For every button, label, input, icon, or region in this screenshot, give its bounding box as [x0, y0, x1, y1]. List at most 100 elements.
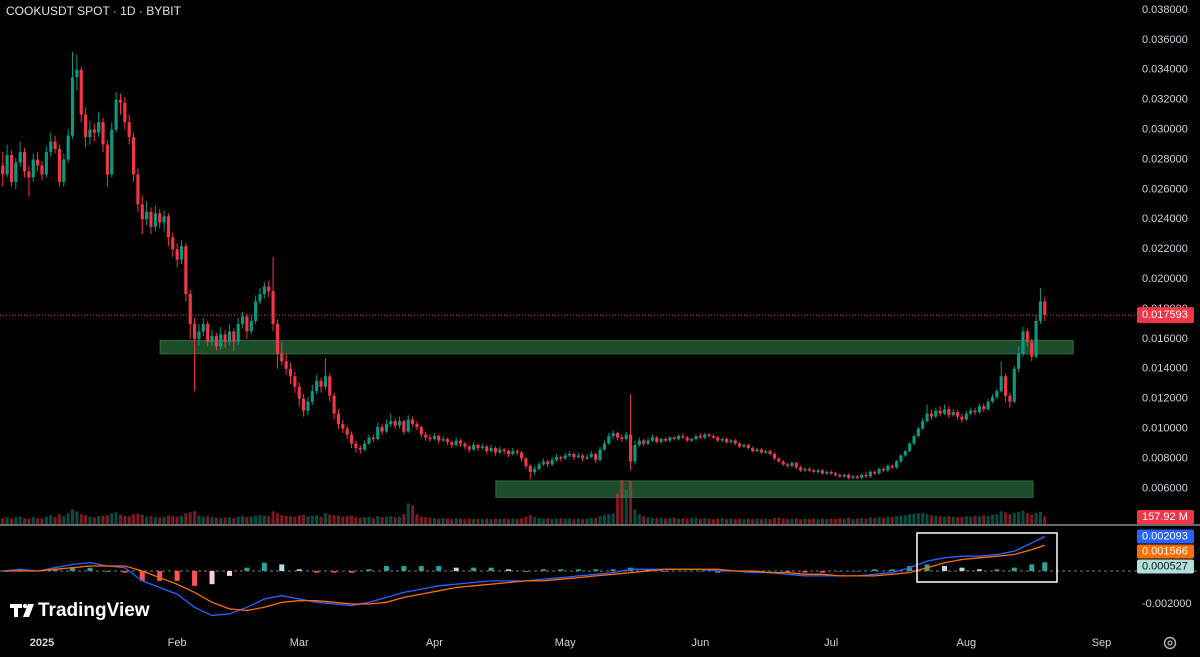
candle-body	[886, 465, 890, 471]
candle-body	[807, 468, 811, 471]
candle-body	[908, 443, 912, 452]
candle-body	[88, 129, 92, 138]
candle-body	[785, 464, 790, 466]
volume-bar	[44, 516, 48, 524]
volume-bar	[306, 516, 310, 524]
volume-bar	[921, 512, 925, 524]
settings-gear-center[interactable]	[1167, 640, 1173, 646]
candle-body	[738, 443, 742, 447]
volume-bar	[219, 518, 223, 524]
volume-bar	[908, 514, 912, 524]
candle-body	[249, 320, 253, 332]
volume-bar	[262, 515, 266, 524]
volume-bar	[1017, 511, 1021, 524]
volume-bar	[703, 518, 707, 524]
candle-body	[681, 436, 685, 438]
volume-bar	[655, 518, 659, 524]
volume-bar	[733, 519, 737, 524]
candle-body	[384, 424, 388, 432]
candle-body	[419, 427, 423, 435]
macd-layer	[0, 535, 1200, 617]
volume-bar	[860, 518, 864, 524]
candle-body	[406, 419, 410, 432]
candle-body	[781, 461, 785, 465]
volume-bar	[454, 518, 458, 524]
candle-body	[977, 406, 981, 413]
candle-body	[581, 455, 585, 459]
candle-body	[179, 246, 184, 260]
volume-bar	[541, 518, 545, 524]
volume-bar	[890, 517, 894, 524]
candle-body	[79, 69, 83, 115]
candle-body	[790, 462, 794, 466]
volume-bar	[214, 517, 218, 524]
volume-bar	[498, 519, 502, 524]
volume-bar	[441, 518, 445, 524]
histogram-bar	[436, 566, 442, 571]
volume-bar	[572, 519, 576, 524]
candle-body	[624, 434, 628, 440]
candle-body	[323, 376, 327, 387]
candle-body	[101, 122, 105, 145]
volume-bar	[328, 514, 332, 524]
volume-bar	[855, 518, 859, 524]
candle-body	[31, 159, 35, 178]
candle-body	[275, 323, 279, 354]
volume-bar	[36, 518, 40, 524]
candle-body	[559, 456, 563, 459]
volume-bar	[18, 516, 22, 524]
candle-body	[149, 211, 153, 227]
volume-bar	[982, 515, 986, 524]
volume-bar	[886, 516, 890, 524]
volume-bar	[659, 517, 663, 524]
y-tick-label: 0.026000	[1142, 183, 1188, 195]
histogram-bar	[104, 570, 110, 572]
candle-body	[284, 361, 288, 369]
volume-bar	[345, 516, 349, 524]
volume-bar	[284, 515, 288, 524]
volume-bar	[690, 518, 694, 524]
candle-body	[877, 468, 881, 474]
settings-icon[interactable]	[1163, 636, 1177, 650]
volume-bar	[716, 518, 720, 524]
candle-body	[676, 436, 681, 440]
candle-body	[956, 412, 960, 417]
candle-body	[153, 213, 157, 227]
candle-body	[533, 468, 537, 472]
volume-bar	[938, 516, 942, 524]
volume-bar	[49, 515, 53, 524]
candle-body	[123, 102, 127, 123]
macd-value-box	[1137, 529, 1194, 544]
x-tick-label: Mar	[290, 637, 309, 649]
volume-bar	[472, 519, 476, 524]
settings-gear[interactable]	[1163, 636, 1177, 650]
volume-bar	[515, 519, 519, 524]
volume-bar	[267, 516, 271, 524]
candle-body	[22, 152, 27, 172]
candle-body	[341, 424, 345, 429]
y-tick-label: 0.028000	[1142, 153, 1188, 165]
candle-body	[489, 448, 493, 452]
histogram-bar	[139, 570, 145, 581]
y-tick-label: 0.010000	[1142, 422, 1188, 434]
candle-body	[860, 474, 864, 478]
candle-body	[703, 434, 707, 438]
candle-body	[633, 445, 637, 462]
volume-bar	[249, 516, 253, 524]
candle-body	[799, 467, 803, 471]
candle-body	[319, 380, 323, 387]
volume-bar	[995, 514, 999, 524]
volume-bar	[511, 518, 515, 524]
histogram-bar	[1042, 562, 1048, 571]
volume-bar	[210, 517, 214, 524]
candle-body	[27, 171, 31, 178]
volume-bar	[790, 518, 794, 524]
volume-bar	[467, 518, 471, 524]
volume-bar	[986, 515, 990, 524]
volume-bar	[999, 511, 1003, 524]
candle-body	[336, 413, 341, 425]
candle-body	[480, 446, 484, 449]
candle-body	[502, 449, 506, 452]
